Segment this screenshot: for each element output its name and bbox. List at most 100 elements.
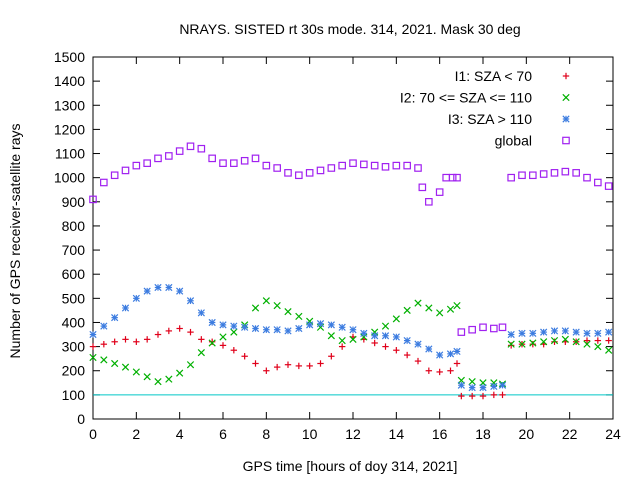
point-global bbox=[604, 182, 613, 190]
point-i1 bbox=[154, 331, 162, 338]
data-points bbox=[89, 142, 613, 400]
point-global bbox=[550, 169, 559, 177]
point-i3 bbox=[295, 324, 303, 333]
point-global bbox=[251, 154, 260, 163]
point-i3 bbox=[230, 322, 238, 330]
point-i3 bbox=[550, 327, 559, 335]
point-global bbox=[186, 142, 195, 151]
y-tick-label: 1000 bbox=[54, 170, 85, 186]
point-global bbox=[197, 144, 206, 153]
point-global bbox=[457, 328, 466, 336]
legend-marker bbox=[562, 136, 570, 145]
point-i3 bbox=[392, 333, 400, 341]
point-i1 bbox=[111, 338, 118, 345]
point-i2 bbox=[111, 359, 119, 368]
point-i3 bbox=[197, 309, 205, 317]
point-global bbox=[110, 171, 119, 180]
point-i3 bbox=[518, 329, 526, 337]
point-i1 bbox=[425, 367, 433, 374]
point-global bbox=[338, 161, 346, 170]
y-tick-label: 0 bbox=[77, 411, 85, 427]
point-i1 bbox=[306, 362, 313, 370]
point-global bbox=[89, 195, 97, 204]
point-i1 bbox=[284, 361, 292, 368]
point-global bbox=[561, 167, 570, 176]
point-i2 bbox=[143, 373, 151, 381]
point-i3 bbox=[165, 283, 173, 292]
point-i1 bbox=[605, 337, 612, 344]
point-i1 bbox=[382, 343, 389, 350]
point-i1 bbox=[393, 347, 400, 354]
point-i2 bbox=[132, 368, 140, 376]
point-i3 bbox=[425, 345, 433, 353]
x-tick-label: 8 bbox=[262, 426, 270, 442]
point-i2 bbox=[392, 315, 400, 323]
point-i1 bbox=[479, 392, 487, 400]
point-i3 bbox=[251, 324, 260, 333]
point-i1 bbox=[453, 360, 461, 367]
point-i3 bbox=[540, 328, 548, 336]
y-tick-label: 100 bbox=[62, 387, 86, 403]
point-i2 bbox=[561, 335, 569, 343]
point-i1 bbox=[594, 337, 602, 344]
x-axis-label: GPS time [hours of doy 314, 2021] bbox=[243, 458, 458, 474]
point-i2 bbox=[425, 304, 433, 312]
x-tick-label: 4 bbox=[176, 426, 184, 442]
point-i1 bbox=[100, 340, 108, 348]
point-i2 bbox=[572, 338, 580, 346]
y-tick-label: 1100 bbox=[55, 146, 85, 162]
y-tick-label: 800 bbox=[62, 218, 86, 234]
point-i3 bbox=[594, 329, 602, 337]
point-i3 bbox=[468, 384, 476, 392]
point-i3 bbox=[490, 382, 498, 391]
point-global bbox=[360, 160, 368, 169]
point-i1 bbox=[165, 327, 173, 335]
point-i3 bbox=[208, 318, 216, 327]
point-global bbox=[381, 163, 390, 171]
point-i1 bbox=[176, 325, 183, 332]
point-i3 bbox=[132, 294, 140, 302]
point-global bbox=[273, 164, 281, 172]
point-i1 bbox=[436, 368, 443, 376]
y-tick-label: 1400 bbox=[54, 73, 85, 89]
point-i1 bbox=[414, 357, 422, 365]
point-i2 bbox=[295, 312, 303, 321]
point-global bbox=[143, 159, 151, 167]
point-i2 bbox=[121, 363, 130, 371]
point-i1 bbox=[187, 328, 194, 336]
point-i1 bbox=[338, 343, 346, 350]
point-i2 bbox=[176, 369, 184, 377]
point-i2 bbox=[529, 339, 537, 347]
point-i1 bbox=[490, 391, 498, 399]
point-i2 bbox=[186, 361, 195, 369]
point-i3 bbox=[360, 329, 368, 337]
point-i2 bbox=[208, 339, 216, 347]
point-global bbox=[479, 323, 487, 332]
legend-marker bbox=[562, 115, 570, 123]
point-i1 bbox=[458, 392, 465, 400]
point-global bbox=[442, 173, 450, 182]
y-tick-label: 600 bbox=[62, 266, 86, 282]
point-global bbox=[572, 169, 580, 177]
point-i1 bbox=[143, 336, 151, 343]
point-global bbox=[435, 188, 444, 196]
point-i3 bbox=[414, 340, 422, 348]
point-global bbox=[498, 323, 507, 332]
y-tick-label: 500 bbox=[62, 290, 86, 306]
point-i3 bbox=[479, 384, 487, 392]
point-i3 bbox=[338, 323, 346, 331]
point-i3 bbox=[572, 328, 580, 336]
point-global bbox=[507, 173, 515, 182]
x-tick-label: 14 bbox=[389, 426, 405, 442]
point-global bbox=[305, 169, 314, 177]
point-i3 bbox=[371, 332, 379, 340]
legend-marker bbox=[562, 93, 570, 102]
point-i1 bbox=[295, 362, 303, 370]
point-global bbox=[154, 154, 162, 163]
point-i1 bbox=[273, 363, 281, 371]
chart-title: NRAYS. SISTED rt 30s mode. 314, 2021. Ma… bbox=[179, 21, 520, 37]
point-i2 bbox=[284, 307, 292, 316]
point-i1 bbox=[403, 351, 411, 359]
point-i3 bbox=[507, 330, 515, 339]
point-i3 bbox=[327, 321, 335, 329]
